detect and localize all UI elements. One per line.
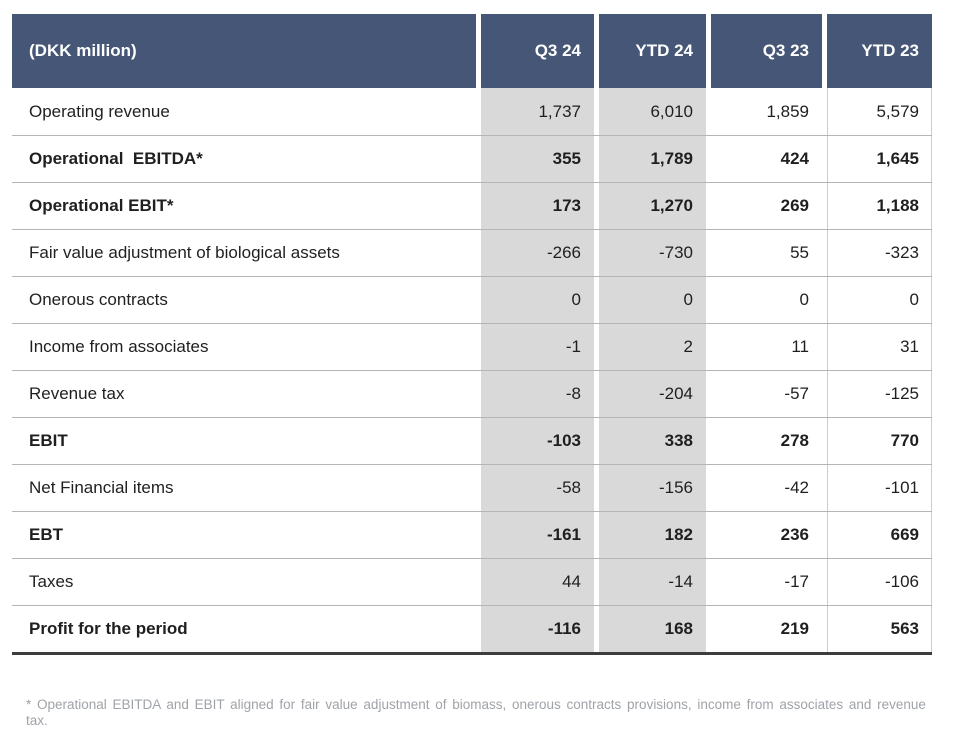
cell-q3-24: 173 xyxy=(476,183,594,229)
cell-q3-23: 1,859 xyxy=(706,88,822,135)
column-header-q3-23: Q3 23 xyxy=(706,14,822,88)
cell-q3-23: 424 xyxy=(706,136,822,182)
cell-ytd-23: -106 xyxy=(822,559,932,605)
row-label: Revenue tax xyxy=(29,384,125,403)
cell-ytd-23: 563 xyxy=(822,606,932,652)
cell-ytd-23: 1,188 xyxy=(822,183,932,229)
cell-ytd-24: 0 xyxy=(594,277,706,323)
cell-ytd-23: 31 xyxy=(822,324,932,370)
table-row: Onerous contracts 0 0 0 0 xyxy=(12,276,932,323)
row-label: Fair value adjustment of biological asse… xyxy=(29,243,340,262)
table-header-row: (DKK million) Q3 24 YTD 24 Q3 23 YTD 23 xyxy=(12,14,932,88)
cell-q3-24: -161 xyxy=(476,512,594,558)
cell-ytd-24: -204 xyxy=(594,371,706,417)
row-label: Onerous contracts xyxy=(29,290,168,309)
cell-q3-24: -266 xyxy=(476,230,594,276)
cell-q3-23: 0 xyxy=(706,277,822,323)
cell-ytd-24: 1,270 xyxy=(594,183,706,229)
row-label: Operating revenue xyxy=(29,101,170,121)
cell-q3-23: 236 xyxy=(706,512,822,558)
cell-q3-24: -58 xyxy=(476,465,594,511)
cell-ytd-23: -101 xyxy=(822,465,932,511)
cell-ytd-24: 338 xyxy=(594,418,706,464)
table-row: Taxes 44 -14 -17 -106 xyxy=(12,558,932,605)
cell-q3-24: 355 xyxy=(476,136,594,182)
cell-q3-23: -57 xyxy=(706,371,822,417)
cell-ytd-23: 770 xyxy=(822,418,932,464)
table-row: Fair value adjustment of biological asse… xyxy=(12,229,932,276)
table-row: Revenue tax -8 -204 -57 -125 xyxy=(12,370,932,417)
column-header-ytd-23: YTD 23 xyxy=(822,14,932,88)
cell-q3-23: 278 xyxy=(706,418,822,464)
cell-q3-24: -103 xyxy=(476,418,594,464)
row-label: Operational EBIT* xyxy=(29,196,174,215)
cell-ytd-24: 182 xyxy=(594,512,706,558)
cell-q3-23: 269 xyxy=(706,183,822,229)
cell-ytd-23: 669 xyxy=(822,512,932,558)
cell-q3-23: -42 xyxy=(706,465,822,511)
cell-ytd-23: 1,645 xyxy=(822,136,932,182)
cell-ytd-24: 2 xyxy=(594,324,706,370)
cell-q3-24: -8 xyxy=(476,371,594,417)
row-label: Taxes xyxy=(29,572,74,591)
cell-q3-23: 219 xyxy=(706,606,822,652)
row-label: EBIT xyxy=(29,431,68,450)
cell-ytd-23: 0 xyxy=(822,277,932,323)
row-label: Net Financial items xyxy=(29,478,174,497)
row-label: Profit for the period xyxy=(29,619,188,638)
column-header-q3-24: Q3 24 xyxy=(476,14,594,88)
table-body: Operating revenue 1,737 6,010 1,859 5,57… xyxy=(12,88,932,652)
table-row: Profit for the period -116 168 219 563 xyxy=(12,605,932,652)
financial-results-table: (DKK million) Q3 24 YTD 24 Q3 23 YTD 23 … xyxy=(12,14,932,655)
row-label: EBT xyxy=(29,525,63,544)
table-row: EBT -161 182 236 669 xyxy=(12,511,932,558)
cell-q3-24: -116 xyxy=(476,606,594,652)
cell-q3-23: 11 xyxy=(706,324,822,370)
cell-ytd-24: 6,010 xyxy=(594,88,706,135)
cell-q3-23: 55 xyxy=(706,230,822,276)
table-row: Operational EBIT* 173 1,270 269 1,188 xyxy=(12,182,932,229)
cell-ytd-24: -730 xyxy=(594,230,706,276)
cell-q3-24: 0 xyxy=(476,277,594,323)
table-row: Net Financial items -58 -156 -42 -101 xyxy=(12,464,932,511)
cell-q3-24: 1,737 xyxy=(476,88,594,135)
cell-ytd-23: 5,579 xyxy=(822,88,932,135)
footnote-text: * Operational EBITDA and EBIT aligned fo… xyxy=(26,697,926,728)
cell-q3-24: -1 xyxy=(476,324,594,370)
cell-ytd-24: 168 xyxy=(594,606,706,652)
cell-ytd-24: 1,789 xyxy=(594,136,706,182)
table-row: Operating revenue 1,737 6,010 1,859 5,57… xyxy=(12,88,932,135)
cell-q3-23: -17 xyxy=(706,559,822,605)
cell-ytd-24: -156 xyxy=(594,465,706,511)
column-header-ytd-24: YTD 24 xyxy=(594,14,706,88)
row-label: Operational EBITDA* xyxy=(29,149,203,168)
table-row: Income from associates -1 2 11 31 xyxy=(12,323,932,370)
table-row: EBIT -103 338 278 770 xyxy=(12,417,932,464)
cell-q3-24: 44 xyxy=(476,559,594,605)
table-header-unit-label: (DKK million) xyxy=(12,14,476,88)
cell-ytd-23: -323 xyxy=(822,230,932,276)
cell-ytd-24: -14 xyxy=(594,559,706,605)
cell-ytd-23: -125 xyxy=(822,371,932,417)
row-label: Income from associates xyxy=(29,337,209,356)
table-row: Operational EBITDA* 355 1,789 424 1,645 xyxy=(12,135,932,182)
